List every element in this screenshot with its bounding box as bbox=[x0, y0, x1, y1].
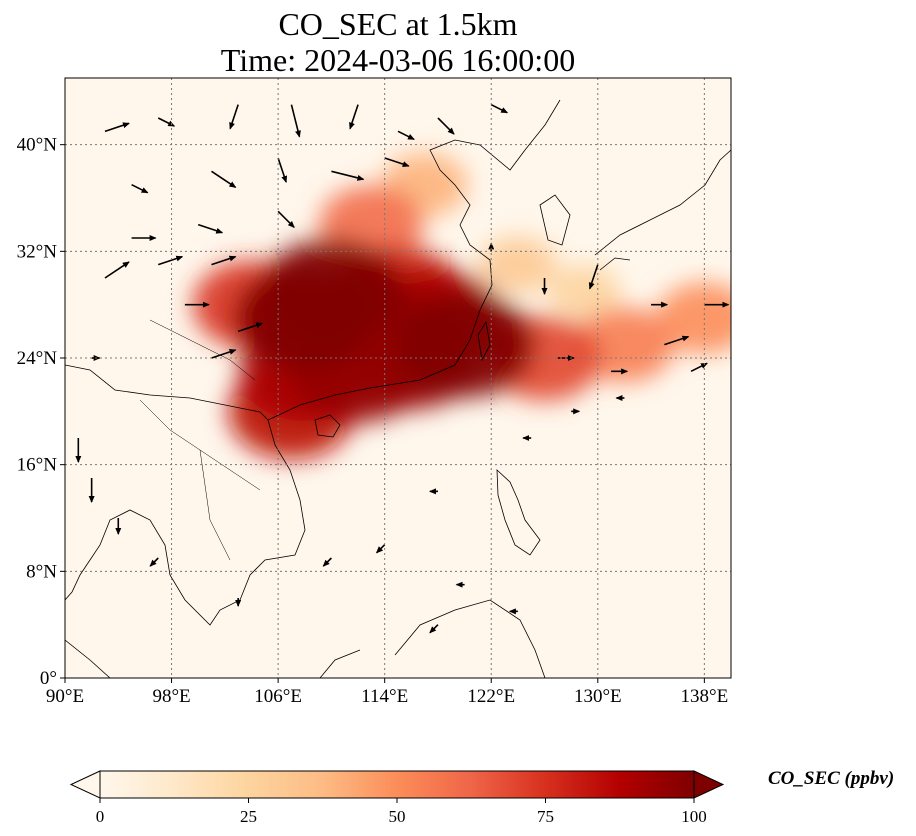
coastline-taiwan bbox=[477, 320, 491, 362]
map-frame bbox=[64, 77, 732, 679]
wind-arrow bbox=[588, 264, 599, 290]
wind-arrow bbox=[277, 157, 288, 183]
lon-tick-label: 106°E bbox=[254, 686, 302, 707]
coastline-philippines bbox=[496, 469, 541, 556]
lon-tick-label: 98°E bbox=[152, 686, 190, 707]
wind-arrow bbox=[397, 130, 415, 141]
wind-arrow bbox=[490, 103, 509, 114]
colorbar-extend-high bbox=[693, 770, 725, 799]
wind-arrow bbox=[331, 170, 365, 181]
plume-layer bbox=[192, 152, 731, 460]
coastlines bbox=[65, 99, 731, 678]
coastline-japan bbox=[594, 149, 731, 271]
lon-tick-label: 130°E bbox=[574, 686, 622, 707]
wind-arrow bbox=[104, 122, 130, 133]
wind-arrow bbox=[375, 544, 386, 554]
lon-tick-label: 90°E bbox=[46, 686, 84, 707]
chart-title-line1: CO_SEC at 1.5km bbox=[278, 6, 518, 42]
plume-blob bbox=[394, 291, 535, 398]
wind-arrow bbox=[429, 624, 439, 634]
border-lines bbox=[139, 319, 261, 561]
plume-blob bbox=[548, 264, 621, 319]
lon-tick-label: 122°E bbox=[467, 686, 515, 707]
latitude-ticks: 0° 8°N 16°N 24°N 32°N 40°N bbox=[17, 135, 65, 689]
wind-arrow bbox=[197, 223, 224, 234]
lat-tick-label: 24°N bbox=[17, 348, 58, 369]
lat-tick-label: 16°N bbox=[17, 455, 58, 476]
wind-arrow bbox=[437, 117, 455, 135]
wind-arrow bbox=[211, 349, 237, 359]
chart-title-line2: Time: 2024-03-06 16:00:00 bbox=[220, 42, 576, 78]
coastline-sumatra bbox=[65, 639, 111, 678]
wind-arrow bbox=[149, 557, 159, 567]
wind-arrow bbox=[229, 104, 239, 130]
plume-blob bbox=[656, 282, 731, 354]
concentration-field bbox=[192, 152, 731, 460]
lon-tick-label: 138°E bbox=[681, 686, 729, 707]
wind-arrow bbox=[290, 104, 301, 138]
gridlines bbox=[65, 78, 731, 678]
colorbar-body bbox=[100, 771, 694, 798]
wind-arrow bbox=[322, 557, 332, 567]
coastline-china-east bbox=[267, 99, 561, 421]
longitude-ticks: 90°E 98°E 106°E 114°E 122°E 130°E 138°E bbox=[46, 678, 728, 707]
wind-vectors bbox=[75, 103, 730, 634]
lon-tick-label: 114°E bbox=[361, 686, 408, 707]
coastline-hainan bbox=[314, 414, 341, 438]
colorbar-tick-label: 50 bbox=[389, 807, 406, 826]
lat-tick-label: 32°N bbox=[17, 241, 58, 262]
colorbar-ticks: 0 25 50 75 100 bbox=[96, 798, 707, 826]
coastline-borneo bbox=[319, 599, 546, 678]
wind-arrow bbox=[131, 183, 149, 194]
colorbar: 0 25 50 75 100 bbox=[69, 770, 725, 826]
lat-tick-label: 0° bbox=[40, 668, 57, 689]
colorbar-extend-low bbox=[69, 770, 101, 799]
lat-tick-label: 8°N bbox=[26, 561, 57, 582]
wind-arrow bbox=[664, 335, 690, 346]
wind-arrow bbox=[157, 255, 184, 266]
coastline-korea bbox=[539, 194, 571, 246]
plume-blob bbox=[234, 265, 375, 371]
wind-arrow bbox=[211, 255, 237, 266]
lat-tick-label: 40°N bbox=[17, 135, 58, 156]
colorbar-tick-label: 100 bbox=[681, 807, 707, 826]
colorbar-tick-label: 25 bbox=[240, 807, 257, 826]
colorbar-label: CO_SEC (ppbv) bbox=[768, 768, 895, 789]
wind-arrow bbox=[237, 322, 264, 333]
plume-blob bbox=[479, 236, 557, 294]
colorbar-tick-label: 0 bbox=[96, 807, 105, 826]
wind-arrow bbox=[104, 261, 130, 279]
wind-arrow bbox=[277, 210, 295, 229]
wind-arrow bbox=[384, 157, 410, 167]
wind-arrow bbox=[211, 170, 237, 188]
wind-arrow bbox=[349, 104, 359, 130]
coastline-mainland bbox=[65, 364, 306, 626]
colorbar-tick-label: 75 bbox=[537, 807, 554, 826]
